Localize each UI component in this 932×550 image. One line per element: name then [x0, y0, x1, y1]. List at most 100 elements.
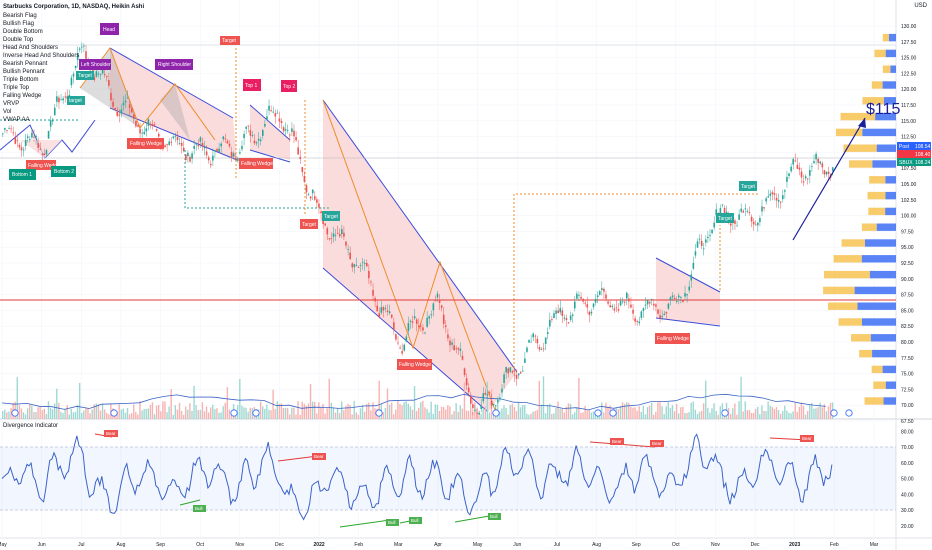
- vrvp-bar-down: [871, 365, 883, 374]
- legend-item-triple-bottom[interactable]: Triple Bottom: [3, 77, 39, 83]
- volume-bar: [120, 409, 122, 419]
- candle-body: [45, 150, 48, 155]
- volume-bar: [686, 413, 688, 419]
- candle-body: [336, 232, 339, 234]
- volume-bar: [293, 407, 295, 419]
- legend-item-bearish-pennant[interactable]: Bearish Pennant: [3, 61, 48, 67]
- legend-item-vrvp[interactable]: VRVP: [3, 101, 20, 107]
- volume-bar: [334, 412, 337, 419]
- volume-bar: [436, 404, 439, 419]
- bull-tag-3: [409, 517, 422, 524]
- volume-bar: [353, 401, 355, 419]
- legend-item-bullish-pennant[interactable]: Bullish Pennant: [3, 69, 45, 75]
- volume-bar: [270, 410, 272, 419]
- candle-body: [189, 156, 191, 162]
- candle-body: [380, 307, 383, 313]
- volume-bar: [757, 406, 759, 419]
- legend-item-head-and-shoulders[interactable]: Head And Shoulders: [3, 45, 59, 51]
- candle-body: [736, 225, 738, 227]
- candle-body: [692, 262, 695, 269]
- volume-bar: [39, 406, 41, 419]
- candle-body: [777, 199, 780, 202]
- candle-body: [578, 295, 580, 296]
- volume-bar: [574, 412, 576, 419]
- candle-body: [62, 98, 64, 101]
- candle-body: [821, 163, 824, 168]
- volume-bar: [561, 408, 563, 419]
- candles[interactable]: [2, 42, 834, 420]
- candle-body: [459, 348, 462, 351]
- candle-body: [740, 208, 742, 212]
- volume-bar: [320, 407, 322, 419]
- volume-bar: [151, 402, 154, 419]
- candle-body: [322, 218, 324, 225]
- candle-body: [99, 74, 102, 76]
- legend-item-triple-top[interactable]: Triple Top: [3, 85, 30, 91]
- candle-body: [559, 308, 562, 313]
- legend-item-bearish-flag[interactable]: Bearish Flag: [3, 13, 37, 19]
- volume-bar: [137, 414, 139, 419]
- candle-body: [669, 297, 672, 301]
- candle-body: [530, 341, 532, 343]
- volume-bar: [370, 410, 372, 419]
- candle-body: [422, 327, 424, 331]
- legend-item-inverse-head-and-shoulders[interactable]: Inverse Head And Shoulders: [3, 53, 80, 59]
- event-markers[interactable]: [11, 409, 853, 417]
- indicator-axis[interactable]: 80.00 70.00 60.00 50.00 40.00 30.00 20.00: [901, 429, 914, 530]
- bear-tag-2: [312, 453, 326, 460]
- volume-bar: [37, 407, 39, 419]
- svg-text:Top 2: Top 2: [283, 84, 295, 90]
- candle-body: [43, 153, 46, 156]
- candle-body: [754, 224, 757, 226]
- volume-bar: [18, 405, 21, 419]
- candle-body: [515, 374, 518, 379]
- volume-bar: [162, 401, 164, 419]
- legend-item-double-bottom[interactable]: Double Bottom: [3, 29, 43, 35]
- volume-bar: [245, 407, 247, 419]
- target-tag-4: [300, 219, 318, 229]
- volume-bar: [590, 412, 593, 419]
- price-tick-label: 112.50: [901, 135, 916, 141]
- candle-body: [430, 314, 433, 316]
- volume-bar: [241, 405, 243, 419]
- candle-body: [343, 232, 345, 237]
- legend-item-vwap[interactable]: VWAP AA: [3, 117, 30, 123]
- candle-body: [596, 295, 599, 298]
- candle-body: [607, 301, 609, 304]
- candle-body: [715, 209, 718, 216]
- volume-bar: [782, 411, 784, 419]
- volume-bar: [540, 404, 543, 419]
- volume-bar: [87, 408, 89, 419]
- time-axis[interactable]: May Jun Jul Aug Sep Oct Nov Dec 2022 Feb Mar Apr May…: [0, 542, 879, 548]
- price-target-label: $115: [866, 101, 901, 118]
- candle-body: [442, 314, 445, 324]
- candle-body: [251, 135, 254, 136]
- legend-item-double-top[interactable]: Double Top: [3, 37, 34, 43]
- candle-body: [484, 392, 487, 395]
- projection-arrow[interactable]: [792, 117, 866, 241]
- candle-body: [661, 316, 663, 318]
- candle-body: [574, 301, 576, 309]
- divergence-line[interactable]: [1, 433, 833, 521]
- volume-bar: [715, 410, 717, 419]
- volume-bar: [207, 412, 210, 419]
- price-tick-label: 87.50: [901, 293, 914, 299]
- candle-body: [384, 308, 387, 310]
- volume-bar: [174, 405, 177, 419]
- candle-body: [804, 176, 807, 179]
- legend-item-bullish-flag[interactable]: Bullish Flag: [3, 21, 35, 27]
- candle-body: [463, 368, 466, 376]
- legend-item-falling-wedge[interactable]: Falling Wedge: [3, 93, 42, 99]
- candle-body: [262, 130, 264, 136]
- legend-item-vol[interactable]: Vol: [3, 109, 12, 115]
- event-marker: [11, 409, 19, 417]
- volume-bar: [509, 405, 511, 419]
- volume-bar: [584, 405, 586, 419]
- volume-bar: [2, 411, 4, 419]
- vrvp-bar-up: [885, 49, 896, 58]
- candle-body: [280, 121, 283, 124]
- annotation-labels[interactable]: Head Left Shoulder Right Shoulder Target…: [9, 23, 814, 526]
- candle-body: [309, 196, 312, 199]
- target-tag-2: [67, 96, 85, 105]
